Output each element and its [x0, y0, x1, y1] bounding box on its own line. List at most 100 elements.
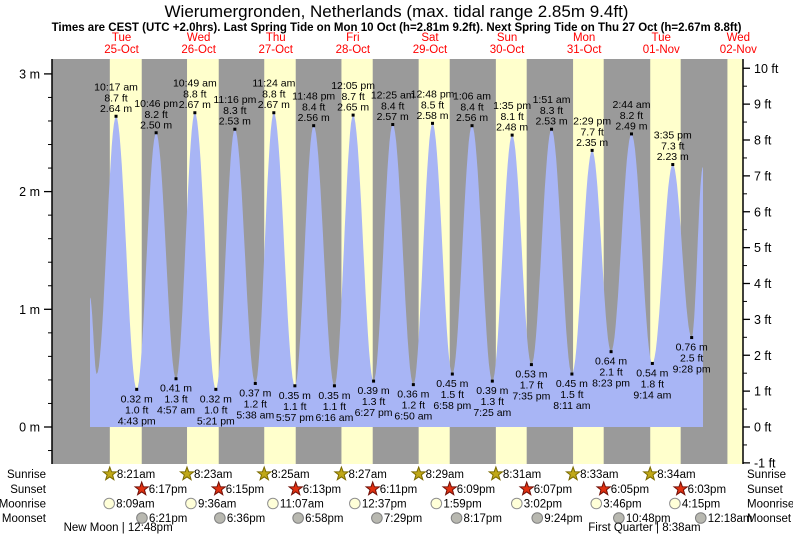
sunset-time-label: 6:07pm — [534, 484, 572, 496]
high-tide-label: 11:16 pm — [213, 94, 256, 106]
low-tide-label: 9:14 am — [633, 389, 671, 401]
tide-event-dot — [312, 124, 316, 128]
high-tide-label: 3:35 pm — [654, 130, 692, 142]
high-tide-label: 8.4 ft — [381, 101, 404, 113]
low-tide-label: 0.76 m — [676, 342, 708, 354]
low-tide-label: 1.8 ft — [641, 378, 664, 390]
moon-phase-label: First Quarter | 8:38am — [588, 522, 700, 534]
day-label: Sun — [497, 32, 517, 44]
axis-tick-label: 3 m — [19, 67, 40, 81]
high-tide-label: 8.8 ft — [183, 89, 206, 101]
tide-event-dot — [272, 111, 276, 115]
axis-tick-label: 1 m — [19, 303, 40, 317]
axis-tick-label: 7 ft — [754, 169, 772, 183]
moonrise-icon — [267, 497, 279, 510]
high-tide-label: 2.57 m — [377, 111, 409, 123]
tide-area — [90, 112, 703, 427]
footer-row-label: Moonrise — [0, 499, 46, 511]
low-tide-label: 0.35 m — [279, 390, 311, 402]
day-label: Tue — [112, 32, 131, 44]
high-tide-label: 8.2 ft — [620, 110, 643, 122]
low-tide-label: 0.35 m — [318, 390, 350, 402]
tide-event-dot — [629, 132, 633, 136]
low-tide-label: 1.3 ft — [362, 396, 385, 408]
high-tide-label: 2:29 pm — [573, 115, 611, 127]
tide-event-dot — [529, 363, 533, 367]
moonrise-time-label: 8:09am — [116, 499, 154, 511]
low-tide-label: 1.7 ft — [520, 380, 543, 392]
high-tide-label: 2.56 m — [298, 112, 330, 124]
moonrise-time-label: 3:46pm — [603, 499, 641, 511]
tide-event-dot — [293, 384, 297, 388]
high-tide-label: 8.7 ft — [104, 92, 127, 104]
moonset-icon — [292, 512, 304, 524]
axis-tick-label: 5 ft — [754, 241, 772, 255]
tide-event-dot — [233, 127, 237, 131]
high-tide-label: 12:05 pm — [331, 80, 375, 92]
low-tide-label: 6:16 am — [315, 412, 353, 424]
low-tide-label: 0.53 m — [515, 369, 547, 381]
moonrise-time-label: 3:02pm — [524, 499, 562, 511]
sunrise-icon — [565, 465, 582, 481]
tide-event-dot — [154, 131, 158, 135]
high-tide-label: 12:25 am — [371, 90, 415, 102]
day-date-label: 27-Oct — [258, 44, 293, 56]
low-tide-label: 0.32 m — [121, 393, 153, 405]
tide-event-dot — [650, 361, 654, 365]
sunset-icon — [287, 480, 304, 496]
moonrise-time-label: 11:07am — [280, 499, 324, 511]
day-date-label: 26-Oct — [181, 44, 216, 56]
footer-row-label: Moonset — [747, 513, 792, 525]
moonset-icon — [371, 512, 383, 524]
sunset-time-label: 6:17pm — [149, 484, 187, 496]
tide-event-dot — [671, 163, 675, 167]
day-label: Tue — [652, 32, 671, 44]
sunrise-time-label: 8:27am — [348, 469, 386, 481]
low-tide-label: 1.2 ft — [244, 398, 267, 410]
axis-tick-label: 4 ft — [754, 277, 772, 291]
sunset-time-label: 6:11pm — [380, 484, 418, 496]
sunset-icon — [210, 480, 227, 496]
sunset-time-label: 6:15pm — [226, 484, 264, 496]
low-tide-label: 6:27 pm — [355, 407, 393, 419]
high-tide-label: 8.3 ft — [540, 105, 563, 117]
low-tide-label: 0.54 m — [636, 367, 668, 379]
high-tide-label: 8.1 ft — [500, 111, 523, 123]
low-tide-label: 7:25 am — [473, 407, 511, 419]
tide-event-dot — [351, 113, 355, 117]
moonset-time-label: 6:21pm — [149, 513, 187, 525]
axis-tick-label: 1 ft — [754, 385, 772, 399]
high-tide-label: 10:17 am — [94, 81, 138, 93]
axis-tick-label: 2 ft — [754, 349, 772, 363]
high-tide-label: 2.50 m — [140, 119, 172, 131]
tide-event-dot — [510, 133, 514, 137]
low-tide-label: 4:57 am — [157, 405, 195, 417]
sunset-time-label: 6:13pm — [303, 484, 341, 496]
sunrise-icon — [256, 465, 273, 481]
low-tide-label: 4:43 pm — [118, 415, 156, 427]
low-tide-label: 1.0 ft — [125, 404, 148, 416]
low-tide-label: 7:35 pm — [512, 391, 550, 403]
sunset-icon — [595, 480, 612, 496]
sunrise-icon — [487, 465, 504, 481]
sunrise-icon — [642, 465, 659, 481]
moonrise-time-label: 1:59pm — [443, 499, 481, 511]
low-tide-label: 0.41 m — [160, 383, 192, 395]
moonrise-time-label: 9:36am — [198, 499, 236, 511]
footer-row-label: Moonset — [2, 513, 47, 525]
high-tide-label: 10:46 pm — [134, 98, 178, 110]
high-tide-label: 8.2 ft — [144, 109, 167, 121]
low-tide-label: 2.5 ft — [680, 353, 703, 365]
axis-tick-label: 0 m — [19, 421, 40, 435]
sunset-icon — [133, 480, 150, 496]
moonrise-icon — [590, 497, 603, 510]
tide-event-dot — [391, 123, 395, 127]
high-tide-label: 2.67 m — [179, 99, 211, 111]
footer-row-label: Moonrise — [747, 499, 793, 511]
low-tide-label: 0.45 m — [436, 378, 468, 390]
moonset-icon — [214, 512, 226, 524]
high-tide-label: 1:51 am — [533, 94, 571, 106]
low-tide-label: 5:21 pm — [197, 415, 235, 427]
axis-tick-label: 10 ft — [754, 62, 779, 76]
